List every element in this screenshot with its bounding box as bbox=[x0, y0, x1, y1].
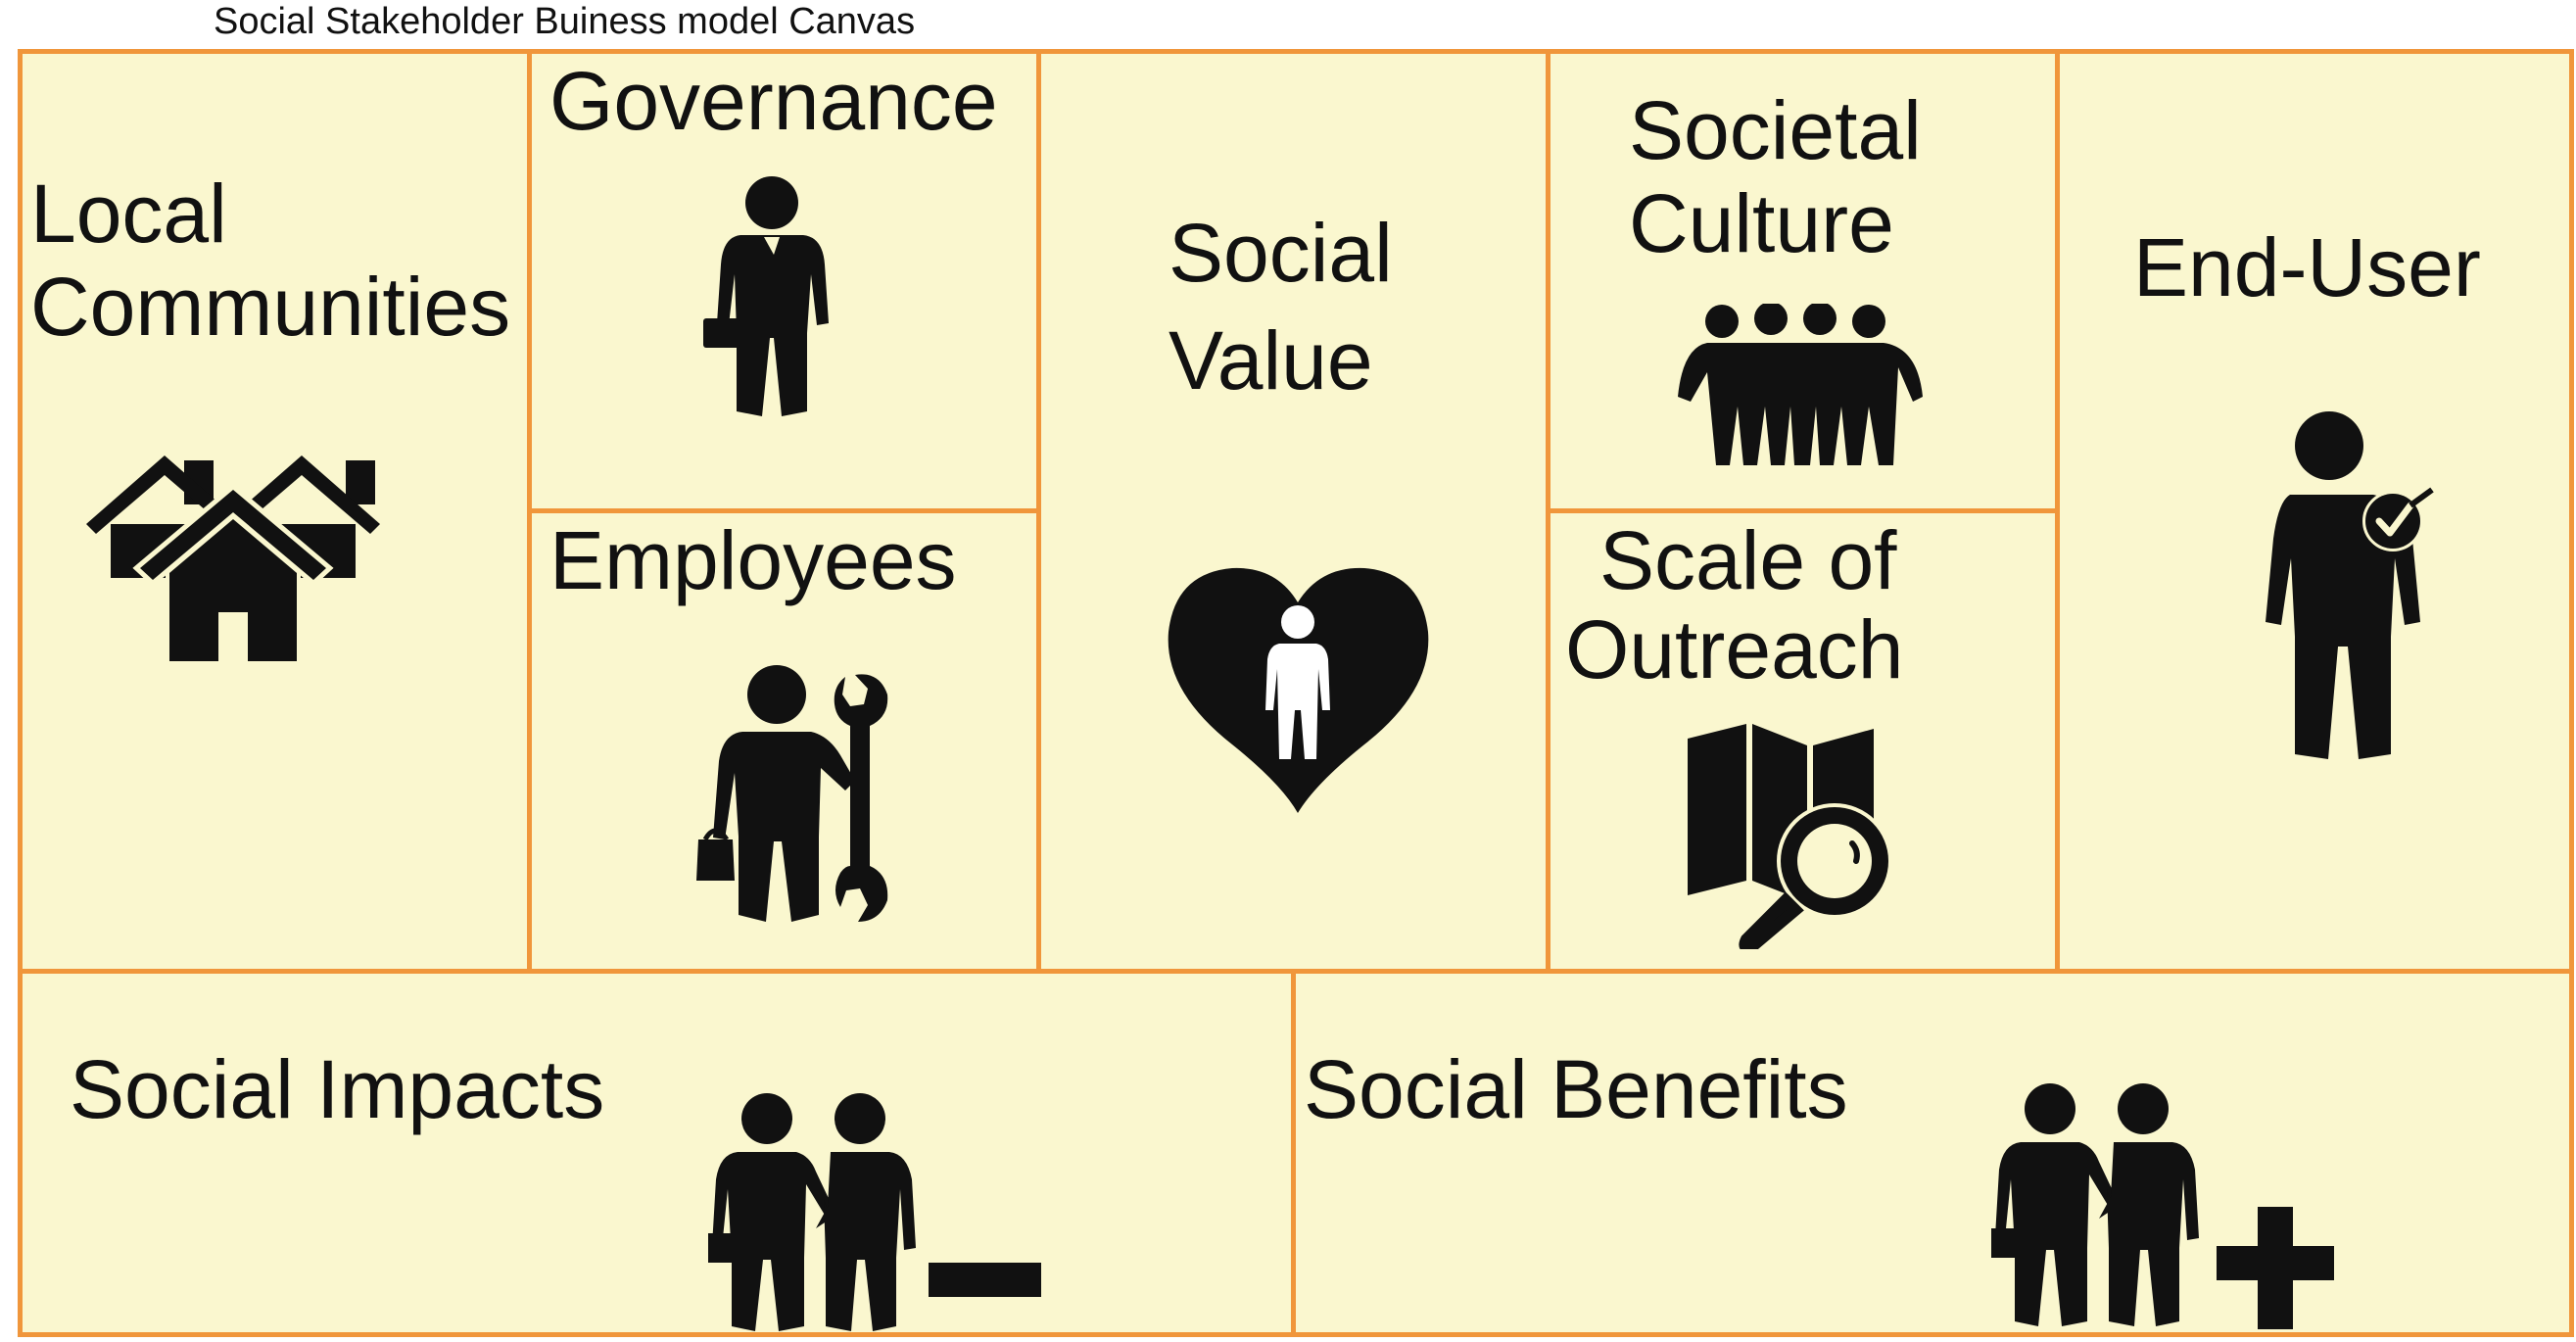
businessman-icon bbox=[703, 176, 840, 426]
employees-label: Employees bbox=[549, 514, 957, 606]
houses-icon bbox=[86, 455, 380, 676]
local-communities-line2: Communities bbox=[30, 261, 511, 353]
scale-of-outreach-line1: Scale of bbox=[1599, 514, 1897, 606]
heart-person-icon bbox=[1164, 563, 1433, 813]
cell-local-communities: Local Communities bbox=[18, 49, 532, 974]
cell-scale-of-outreach: Scale of bbox=[1546, 508, 2060, 974]
cell-societal-culture: Societal Culture bbox=[1546, 49, 2060, 513]
map-magnifier-icon bbox=[1688, 724, 1903, 949]
user-check-icon bbox=[2246, 411, 2442, 764]
handshake-plus-icon bbox=[1991, 1081, 2363, 1336]
scale-of-outreach-line2: Outreach bbox=[1565, 603, 1904, 695]
handshake-minus-icon bbox=[708, 1091, 1080, 1336]
societal-culture-line2: Culture bbox=[1629, 177, 1894, 269]
cell-social-value: Social Value bbox=[1036, 49, 1550, 974]
social-benefits-label: Social Benefits bbox=[1304, 1043, 1848, 1135]
cell-social-impacts: Social Impacts bbox=[18, 969, 1296, 1337]
social-impacts-label: Social Impacts bbox=[70, 1043, 605, 1135]
cell-employees: Employees bbox=[527, 508, 1041, 974]
cell-social-benefits: Social Benefits bbox=[1291, 969, 2574, 1337]
canvas-title: Social Stakeholder Buiness model Canvas bbox=[214, 1, 916, 42]
social-value-line2: Value bbox=[1169, 314, 1373, 407]
governance-label: Governance bbox=[549, 55, 998, 147]
group-people-icon bbox=[1673, 304, 1928, 465]
local-communities-line1: Local bbox=[30, 168, 227, 260]
cell-end-user: End-User bbox=[2055, 49, 2574, 974]
end-user-label: End-User bbox=[2133, 221, 2481, 313]
cell-governance: Governance bbox=[527, 49, 1041, 513]
social-value-line1: Social bbox=[1169, 207, 1393, 299]
canvas-board: Local Communities bbox=[18, 49, 2574, 1337]
worker-wrench-icon bbox=[693, 665, 904, 930]
societal-culture-line1: Societal bbox=[1629, 84, 1922, 176]
